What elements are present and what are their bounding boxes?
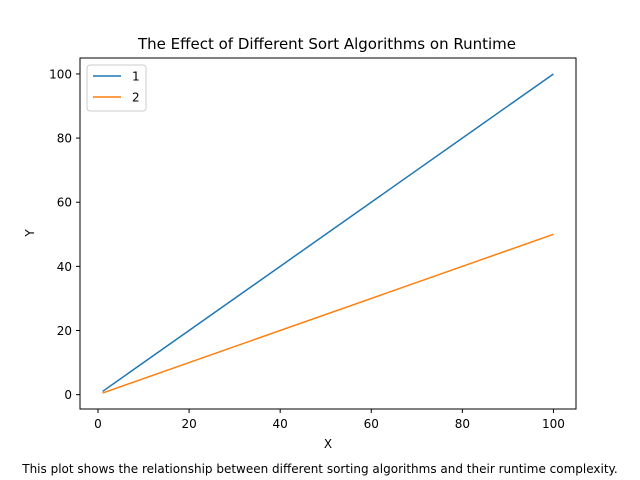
chart-caption: This plot shows the relationship between… <box>22 462 618 476</box>
legend-label-series-1: 1 <box>132 70 140 84</box>
x-tick-label: 40 <box>273 417 288 431</box>
legend: 1 2 <box>86 64 147 112</box>
series-line-2 <box>102 233 554 394</box>
x-tick-label: 100 <box>542 417 565 431</box>
x-tick-label: 0 <box>94 417 102 431</box>
chart-title: The Effect of Different Sort Algorithms … <box>137 35 516 53</box>
y-tick-label: 40 <box>57 260 72 274</box>
axes-frame <box>79 57 577 410</box>
y-tick-label: 0 <box>64 388 72 402</box>
x-tick-label: 60 <box>364 417 379 431</box>
y-axis: 0 20 40 60 80 100 <box>49 67 80 402</box>
legend-label-series-2: 2 <box>132 91 140 105</box>
x-axis: 0 20 40 60 80 100 <box>94 409 565 431</box>
y-axis-label: Y <box>23 229 37 238</box>
y-tick-label: 80 <box>57 132 72 146</box>
series-line-1 <box>102 73 554 393</box>
y-tick-label: 60 <box>57 196 72 210</box>
x-axis-label: X <box>324 437 332 451</box>
plot-area <box>102 73 554 394</box>
x-tick-label: 80 <box>455 417 470 431</box>
y-tick-label: 100 <box>49 67 72 81</box>
y-tick-label: 20 <box>57 324 72 338</box>
x-tick-label: 20 <box>181 417 196 431</box>
